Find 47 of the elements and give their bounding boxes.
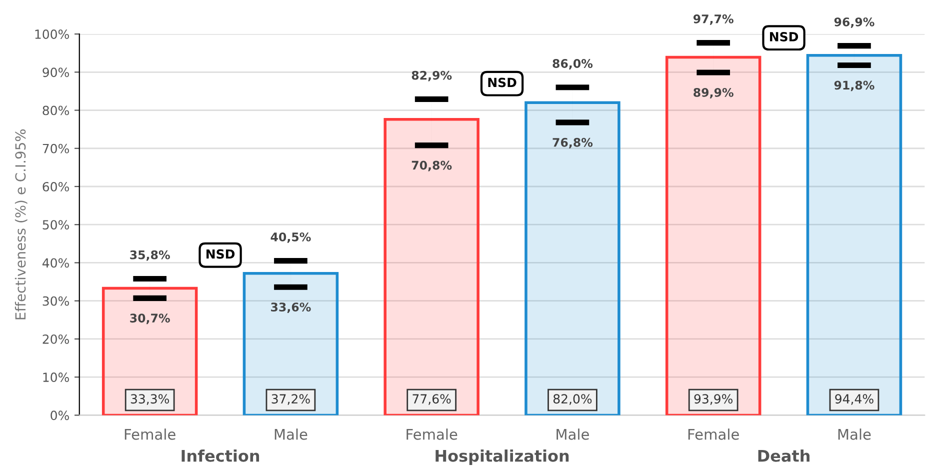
bar xyxy=(524,101,620,416)
y-tick-label: 100% xyxy=(35,29,69,39)
annotation: 91,8% xyxy=(834,80,874,92)
annotation: 76,8% xyxy=(552,138,593,148)
y-tick-label: 0% xyxy=(50,410,69,420)
data-label: 77,6% xyxy=(412,394,451,405)
text: 97,7% xyxy=(693,14,734,25)
annotation: NSD xyxy=(206,249,235,259)
annotation: NSD xyxy=(770,32,798,42)
y-tick-label: 30% xyxy=(42,296,69,306)
text: Female xyxy=(688,428,739,440)
text: 96,9% xyxy=(834,17,874,28)
annotation: 70,8% xyxy=(412,160,452,172)
data-label: 94,4% xyxy=(835,394,874,405)
series-label: Male xyxy=(274,428,308,440)
data-label: 93,9% xyxy=(694,394,733,405)
y-tick-label: 50% xyxy=(42,220,69,230)
annotation: 30,7% xyxy=(130,314,170,324)
text: Female xyxy=(406,428,458,440)
text: Male xyxy=(556,428,589,440)
annotation: 82,9% xyxy=(412,70,452,82)
data-label: 33,3% xyxy=(130,394,169,405)
y-tick-label: 10% xyxy=(43,372,69,382)
y-axis-title: Effectiveness (%) e C.I.95% xyxy=(14,129,28,320)
annotation: 86,0% xyxy=(552,59,593,70)
x-tick-label: Infection xyxy=(182,450,260,462)
y-tick-label: 40% xyxy=(42,258,69,268)
annotation: 40,5% xyxy=(270,232,311,243)
data-label: 37,2% xyxy=(272,394,310,405)
bar xyxy=(384,118,480,416)
annotation: 89,9% xyxy=(694,88,734,98)
bar xyxy=(665,56,762,416)
text: Male xyxy=(838,428,871,440)
x-tick-label: Hospitalization xyxy=(436,450,569,465)
data-label: 82,0% xyxy=(553,394,592,405)
annotation: NSD xyxy=(488,78,516,88)
x-tick-label: Death xyxy=(758,450,810,462)
bar xyxy=(806,54,902,416)
bar xyxy=(242,272,339,416)
y-tick-label: 60% xyxy=(42,182,69,192)
series-label: Female xyxy=(124,428,176,440)
y-tick-label: 70% xyxy=(42,144,69,154)
y-tick-label: 80% xyxy=(42,106,69,116)
annotation: 33,6% xyxy=(271,302,311,314)
annotation: 35,8% xyxy=(130,250,170,261)
y-tick-label: 90% xyxy=(42,68,69,78)
y-tick-label: 20% xyxy=(42,334,69,344)
